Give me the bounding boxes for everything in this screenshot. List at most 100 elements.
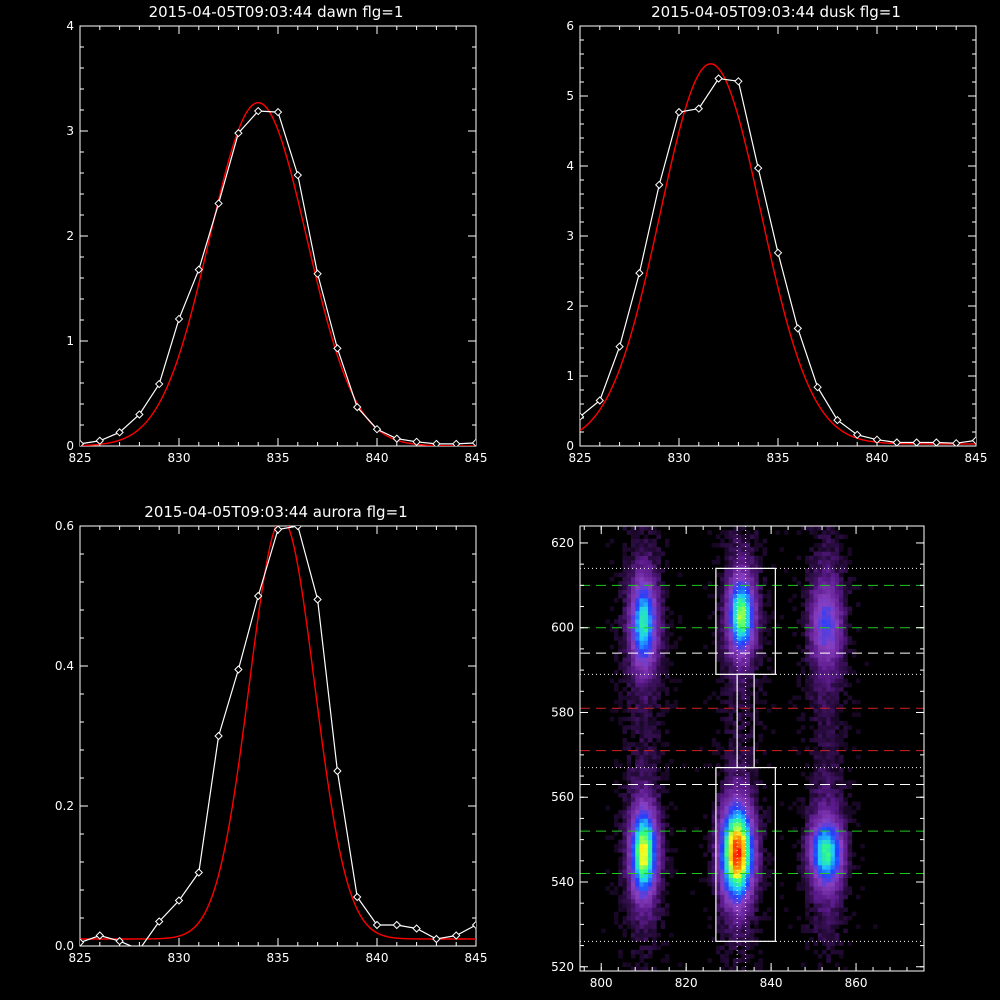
- heatmap-cell: [728, 631, 734, 637]
- heatmap-cell: [856, 602, 861, 607]
- heatmap-cell: [613, 843, 619, 849]
- heatmap-cell: [732, 809, 738, 815]
- heatmap-cell: [664, 631, 670, 637]
- heatmap-cell: [817, 589, 823, 595]
- heatmap-cell: [813, 771, 819, 777]
- heatmap-cell: [749, 780, 755, 785]
- heatmap-cell: [830, 623, 836, 629]
- heatmap-cell: [847, 585, 853, 590]
- heatmap-cell: [745, 648, 751, 654]
- heatmap-cell: [643, 619, 649, 624]
- heatmap-cell: [647, 547, 653, 552]
- heatmap-cell: [805, 602, 810, 607]
- heatmap-cell: [749, 831, 755, 836]
- heatmap-cell: [826, 873, 831, 879]
- heatmap-cell: [817, 932, 823, 938]
- heatmap-cell: [822, 928, 827, 934]
- heatmap-cell: [728, 682, 734, 688]
- heatmap-cell: [822, 627, 827, 633]
- heatmap-cell: [826, 678, 831, 684]
- heatmap-cell: [839, 835, 844, 840]
- heatmap-cell: [630, 915, 636, 921]
- heatmap-cell: [754, 602, 759, 607]
- heatmap-cell: [643, 894, 649, 900]
- heatmap-cell: [800, 585, 806, 590]
- heatmap-cell: [826, 767, 831, 773]
- heatmap-cell: [830, 877, 836, 883]
- heatmap-cell: [817, 801, 823, 807]
- heatmap-cell: [626, 636, 632, 641]
- heatmap-cell: [660, 682, 666, 688]
- heatmap-cell: [630, 530, 636, 535]
- heatmap-cell: [754, 882, 759, 887]
- heatmap-cell: [647, 602, 653, 607]
- heatmap-cell: [626, 835, 632, 840]
- heatmap-cell: [652, 636, 657, 641]
- heatmap-cell: [732, 750, 738, 756]
- heatmap-cell: [813, 699, 819, 705]
- heatmap-cell: [762, 750, 768, 756]
- heatmap-cell: [749, 648, 755, 654]
- heatmap-cell: [656, 822, 661, 828]
- heatmap-cell: [839, 894, 844, 900]
- heatmap-cell: [630, 687, 636, 692]
- heatmap-cell: [622, 615, 628, 620]
- heatmap-cell: [639, 665, 645, 671]
- heatmap-cell: [758, 877, 763, 883]
- heatmap-cell: [656, 754, 661, 760]
- heatmap-cell: [805, 606, 810, 612]
- heatmap-cell: [728, 610, 734, 616]
- x-tick-label: 840: [866, 451, 889, 465]
- heatmap-cell: [741, 809, 746, 815]
- heatmap-cell: [647, 695, 653, 701]
- heatmap-cell: [660, 920, 666, 925]
- heatmap-cell: [626, 695, 632, 701]
- heatmap-cell: [652, 848, 657, 853]
- heatmap-cell: [647, 763, 653, 768]
- heatmap-cell: [800, 831, 806, 836]
- heatmap-cell: [741, 835, 746, 840]
- heatmap-cell: [856, 801, 861, 807]
- heatmap-cell: [639, 949, 645, 955]
- x-tick-label: 845: [465, 451, 488, 465]
- heatmap-cell: [741, 966, 746, 971]
- heatmap-cell: [652, 759, 657, 764]
- heatmap-cell: [805, 911, 810, 917]
- heatmap-cell: [711, 737, 717, 743]
- heatmap-cell: [618, 619, 623, 624]
- heatmap-cell: [839, 759, 844, 764]
- heatmap-cell: [762, 814, 768, 819]
- heatmap-cell: [745, 932, 751, 938]
- heatmap-cell: [813, 835, 819, 840]
- heatmap-cell: [745, 657, 751, 662]
- heatmap-cell: [822, 924, 827, 929]
- heatmap-cell: [830, 619, 836, 624]
- heatmap-cell: [732, 865, 738, 870]
- heatmap-cell: [813, 814, 819, 819]
- heatmap-cell: [745, 733, 751, 739]
- heatmap-cell: [826, 542, 831, 548]
- heatmap-cell: [720, 674, 725, 679]
- heatmap-cell: [720, 932, 725, 938]
- heatmap-cell: [779, 835, 785, 840]
- heatmap-cell: [805, 784, 810, 790]
- selection-box: [736, 673, 755, 769]
- heatmap-cell: [669, 801, 674, 807]
- heatmap-cell: [856, 805, 861, 811]
- heatmap-cell: [834, 962, 840, 968]
- heatmap-cell: [639, 712, 645, 718]
- heatmap-cell: [809, 602, 814, 607]
- heatmap-cell: [745, 822, 751, 828]
- heatmap-cell: [745, 784, 751, 790]
- heatmap-cell: [817, 826, 823, 832]
- heatmap-cell: [847, 767, 853, 773]
- heatmap-cell: [635, 839, 640, 845]
- heatmap-cell: [762, 653, 768, 658]
- heatmap-cell: [813, 627, 819, 633]
- heatmap-cell: [635, 877, 640, 883]
- heatmap-cell: [639, 937, 645, 942]
- heatmap-cell: [652, 767, 657, 773]
- heatmap-cell: [826, 890, 831, 896]
- heatmap-cell: [639, 771, 645, 777]
- heatmap-cell: [643, 903, 649, 908]
